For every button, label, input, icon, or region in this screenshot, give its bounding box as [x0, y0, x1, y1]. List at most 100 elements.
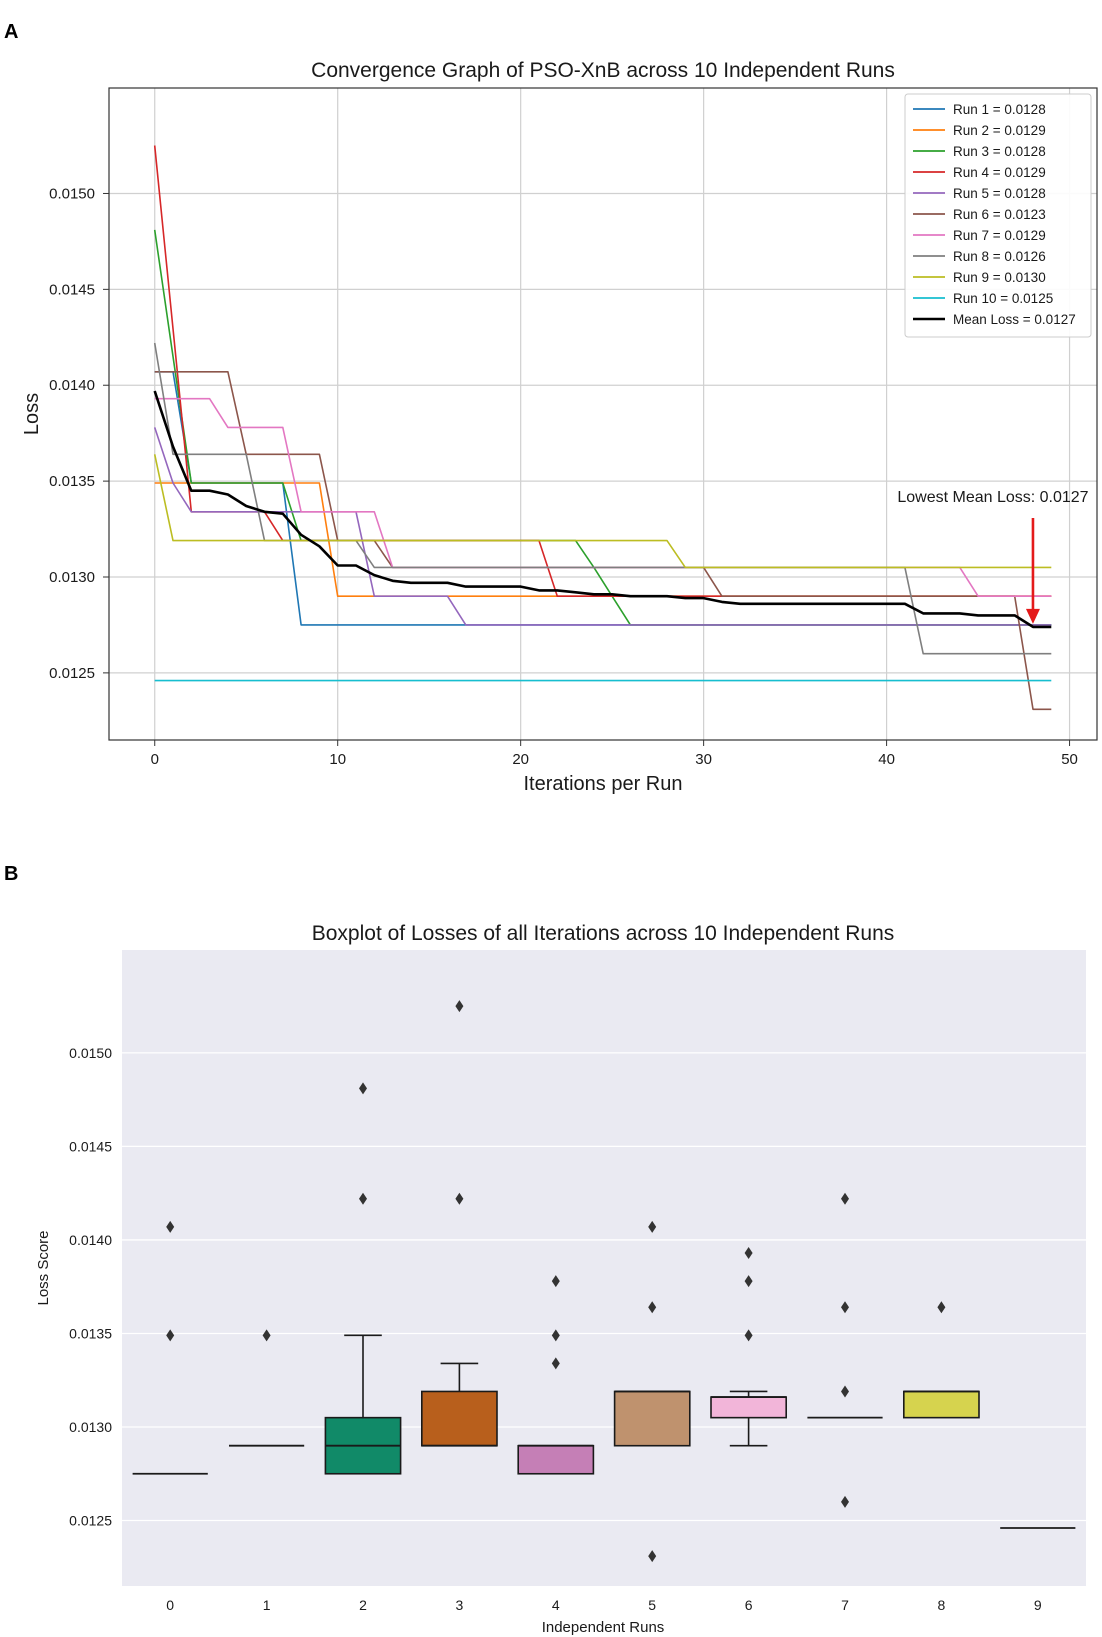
x-tick-label: 1 — [263, 1597, 271, 1613]
series-line-9 — [153, 454, 1052, 569]
x-tick-label: 40 — [878, 751, 895, 768]
legend-label: Run 4 = 0.0129 — [953, 165, 1046, 180]
boxplot-title: Boxplot of Losses of all Iterations acro… — [312, 922, 895, 945]
boxplot-xlabel: Independent Runs — [542, 1619, 665, 1636]
convergence-plot-frame — [108, 87, 1098, 741]
outlier-marker — [551, 1275, 560, 1288]
outlier-marker — [841, 1495, 849, 1508]
legend-box — [904, 93, 1092, 338]
outlier-marker — [841, 1301, 849, 1314]
outlier-marker — [551, 1329, 560, 1342]
legend-label: Run 6 = 0.0123 — [953, 207, 1046, 222]
outlier-marker — [166, 1220, 175, 1233]
annotation-arrow-head — [1025, 608, 1040, 624]
x-tick-label: 0 — [166, 1597, 174, 1613]
x-tick-label: 7 — [841, 1597, 849, 1613]
convergence-legend: Run 1 = 0.0128 Run 2 = 0.0129 Run 3 = 0.01… — [904, 93, 1092, 338]
outlier-marker — [359, 1082, 367, 1095]
x-tick-label: 30 — [695, 751, 712, 768]
outlier-marker — [262, 1329, 271, 1342]
outlier-marker — [455, 1000, 464, 1013]
outlier-marker — [648, 1550, 657, 1563]
legend-label: Run 3 = 0.0128 — [953, 144, 1046, 159]
x-tick-label: 5 — [648, 1597, 656, 1613]
boxplot-grid — [122, 1052, 1086, 1522]
legend-label: Run 2 = 0.0129 — [953, 123, 1046, 138]
x-tick-label: 9 — [1034, 1597, 1042, 1613]
box-group-2 — [324, 1082, 402, 1475]
y-tick-label: 0.0125 — [69, 1513, 112, 1529]
convergence-ylabel: Loss — [21, 393, 43, 435]
outlier-marker — [455, 1192, 464, 1205]
y-tick-label: 0.0135 — [49, 473, 95, 490]
box-group-1 — [229, 1329, 305, 1447]
convergence-xlabel: Iterations per Run — [524, 773, 683, 795]
y-tick-label: 0.0150 — [69, 1045, 112, 1061]
legend-label: Run 9 = 0.0130 — [953, 270, 1046, 285]
series-line-6 — [154, 370, 1052, 711]
outlier-marker — [841, 1385, 849, 1398]
y-tick-label: 0.0145 — [49, 281, 95, 298]
box-body — [710, 1396, 787, 1419]
y-tick-label: 0.0140 — [49, 377, 95, 394]
legend-label: Run 8 = 0.0126 — [953, 249, 1046, 264]
box-group-0 — [132, 1220, 208, 1475]
legend-label: Run 10 = 0.0125 — [953, 291, 1053, 306]
y-tick-label: 0.0135 — [69, 1325, 112, 1341]
x-tick-label: 3 — [456, 1597, 464, 1613]
y-tick-label: 0.0130 — [69, 1419, 112, 1435]
box-group-7 — [807, 1192, 883, 1508]
outlier-marker — [648, 1301, 657, 1314]
convergence-chart: Convergence Graph of PSO-XnB across 10 I… — [21, 59, 1098, 795]
panel-label-a: A — [4, 21, 18, 43]
boxplot-axes: 0.0125 0.0130 0.0135 0.0140 0.0145 0.0150 0 1 2 3… — [69, 1045, 1042, 1613]
y-tick-label: 0.0140 — [69, 1232, 112, 1248]
box-body — [517, 1444, 595, 1475]
x-tick-label: 6 — [745, 1597, 753, 1613]
lowest-mean-loss-annotation: Lowest Mean Loss: 0.0127 — [897, 489, 1088, 506]
legend-label: Run 5 = 0.0128 — [953, 186, 1046, 201]
series-line-11 — [153, 390, 1052, 629]
outlier-marker — [359, 1192, 367, 1205]
y-tick-label: 0.0130 — [49, 569, 95, 586]
box-group-4 — [517, 1275, 595, 1475]
convergence-series — [153, 145, 1052, 711]
legend-label: Run 1 = 0.0128 — [953, 102, 1046, 117]
outlier-marker — [937, 1301, 946, 1314]
x-tick-label: 50 — [1061, 751, 1078, 768]
box-group-8 — [903, 1301, 980, 1419]
outlier-marker — [841, 1192, 849, 1205]
y-tick-label: 0.0145 — [69, 1138, 112, 1154]
x-tick-label: 20 — [512, 751, 529, 768]
outlier-marker — [744, 1275, 753, 1288]
outlier-marker — [648, 1220, 657, 1233]
box-group-3 — [421, 1000, 498, 1447]
boxplot-plot-area — [122, 950, 1086, 1586]
x-tick-label: 10 — [329, 751, 346, 768]
legend-label: Run 7 = 0.0129 — [953, 228, 1046, 243]
y-tick-label: 0.0125 — [49, 665, 95, 682]
outlier-marker — [166, 1329, 175, 1342]
convergence-title: Convergence Graph of PSO-XnB across 10 I… — [311, 59, 895, 82]
legend-label: Mean Loss = 0.0127 — [953, 312, 1076, 327]
x-tick-label: 4 — [552, 1597, 560, 1613]
outlier-marker — [551, 1357, 560, 1370]
box-group-6 — [710, 1247, 787, 1447]
outlier-marker — [744, 1329, 753, 1342]
series-line-7 — [154, 397, 1052, 598]
boxplot-boxes — [132, 1000, 1076, 1563]
boxplot-ylabel: Loss Score — [35, 1230, 52, 1305]
outlier-marker — [744, 1247, 753, 1260]
box-body — [613, 1390, 691, 1447]
box-body — [421, 1390, 498, 1447]
box-body — [903, 1390, 980, 1419]
panel-label-b: B — [4, 863, 18, 885]
boxplot-chart: Boxplot of Losses of all Iterations acro… — [35, 922, 1086, 1636]
x-tick-label: 0 — [151, 751, 159, 768]
x-tick-label: 2 — [359, 1597, 367, 1613]
y-tick-label: 0.0150 — [49, 185, 95, 202]
convergence-annotation: Lowest Mean Loss: 0.0127 — [897, 489, 1089, 624]
box-group-5 — [613, 1220, 691, 1563]
x-tick-label: 8 — [938, 1597, 946, 1613]
